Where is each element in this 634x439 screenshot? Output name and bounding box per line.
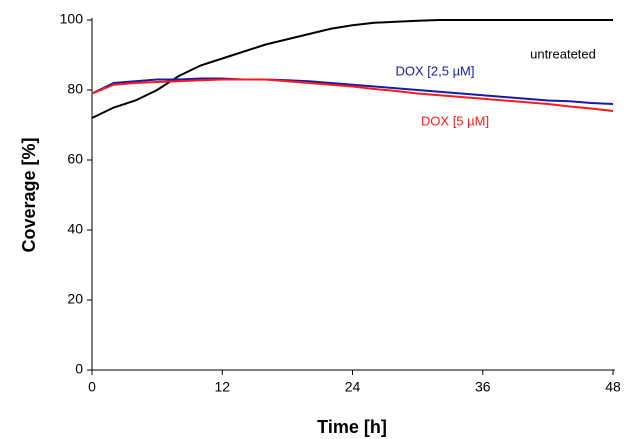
series-line <box>91 78 614 112</box>
series-line <box>91 19 613 119</box>
series-label: untreateted <box>530 46 596 61</box>
x-tick-label: 48 <box>605 379 621 395</box>
y-tick-label: 40 <box>67 221 83 237</box>
x-tick-label: 36 <box>475 379 491 395</box>
x-tick-label: 12 <box>214 379 230 395</box>
y-axis-title: Coverage [%] <box>19 137 39 252</box>
series-label: DOX [5 µM] <box>421 113 489 128</box>
y-tick-label: 0 <box>75 361 83 377</box>
x-axis-title: Time [h] <box>317 417 387 437</box>
y-tick-label: 100 <box>60 11 84 27</box>
x-tick-label: 24 <box>345 379 361 395</box>
y-tick-label: 60 <box>67 151 83 167</box>
x-tick-label: 0 <box>88 379 96 395</box>
y-tick-label: 80 <box>67 81 83 97</box>
y-tick-label: 20 <box>67 291 83 307</box>
series-line <box>91 77 614 105</box>
series-label: DOX [2,5 µM] <box>395 63 474 78</box>
